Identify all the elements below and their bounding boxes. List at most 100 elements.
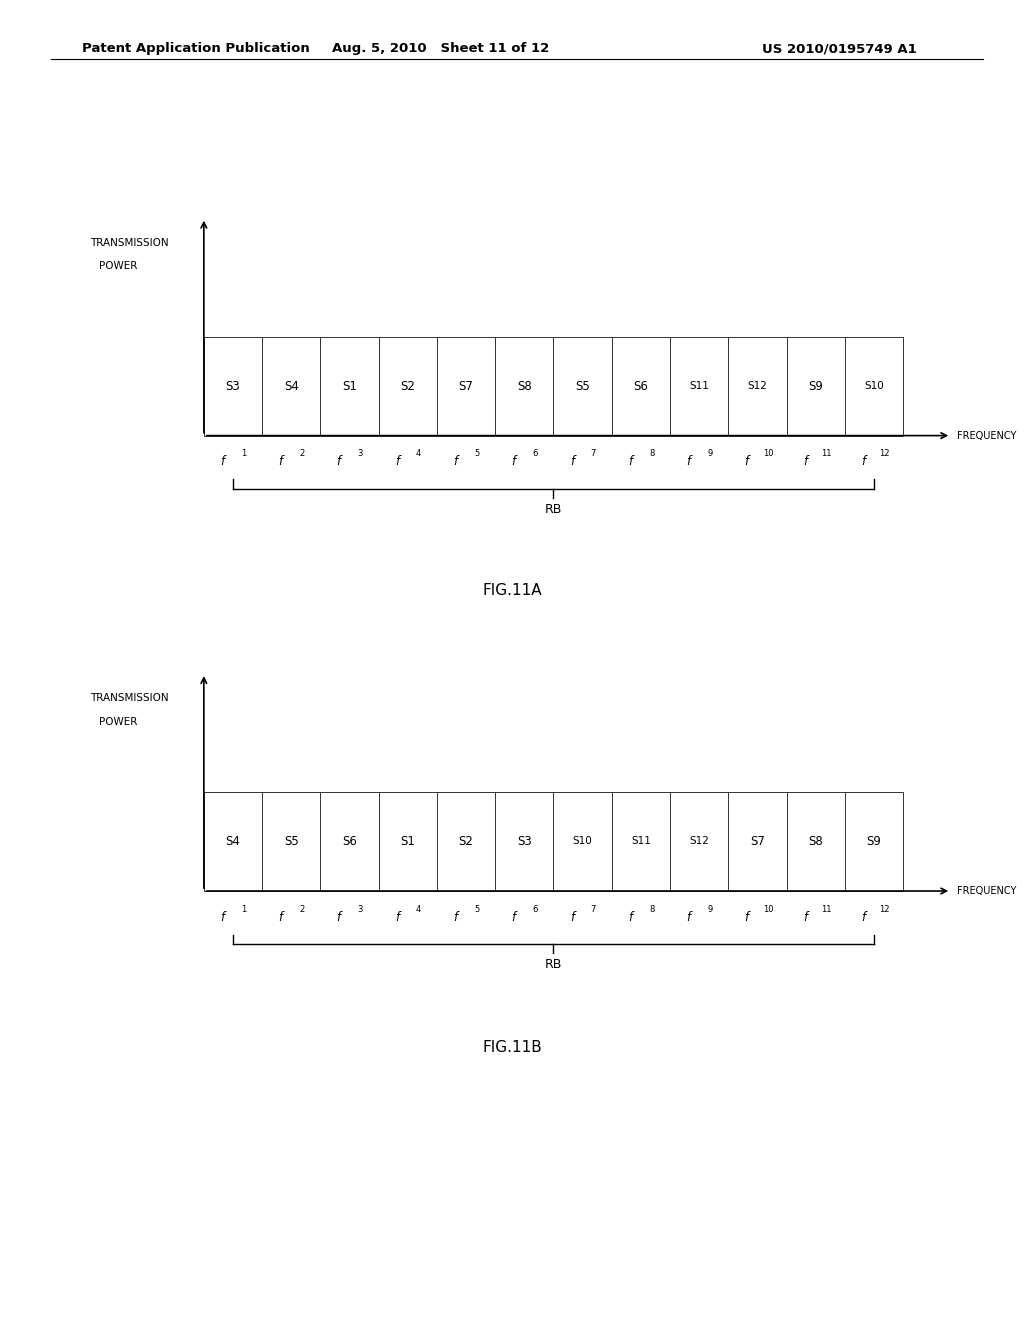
Text: POWER: POWER [98, 717, 137, 727]
Text: f: f [279, 911, 283, 924]
Text: f: f [569, 455, 573, 469]
Text: S6: S6 [342, 836, 357, 847]
Text: 9: 9 [708, 906, 713, 913]
Bar [786, 792, 845, 891]
Text: FIG.11A: FIG.11A [482, 583, 542, 598]
Bar [786, 337, 845, 436]
Text: S8: S8 [517, 380, 531, 392]
Text: Patent Application Publication: Patent Application Publication [82, 42, 309, 55]
Text: f: f [279, 455, 283, 469]
Text: 6: 6 [532, 449, 538, 458]
Text: f: f [628, 455, 632, 469]
Text: 6: 6 [532, 906, 538, 913]
Text: S3: S3 [517, 836, 531, 847]
Text: US 2010/0195749 A1: US 2010/0195749 A1 [762, 42, 918, 55]
Text: S11: S11 [631, 837, 651, 846]
Bar [728, 792, 786, 891]
Text: S4: S4 [284, 380, 299, 392]
Text: 5: 5 [474, 906, 479, 913]
Bar [845, 337, 903, 436]
Text: FREQUENCY: FREQUENCY [957, 430, 1017, 441]
Text: S1: S1 [400, 836, 416, 847]
Text: S9: S9 [808, 380, 823, 392]
Bar [321, 337, 379, 436]
Bar [379, 337, 437, 436]
Text: 2: 2 [299, 449, 305, 458]
Text: f: f [454, 911, 458, 924]
Text: S5: S5 [575, 380, 590, 392]
Text: 3: 3 [357, 449, 364, 458]
Text: S7: S7 [750, 836, 765, 847]
Bar [204, 337, 262, 436]
Text: 10: 10 [763, 906, 773, 913]
Text: S5: S5 [284, 836, 299, 847]
Text: f: f [569, 911, 573, 924]
Text: f: f [395, 455, 399, 469]
Bar [262, 792, 321, 891]
Text: S9: S9 [866, 836, 882, 847]
Text: 2: 2 [299, 906, 305, 913]
Bar [670, 792, 728, 891]
Text: f: f [337, 911, 341, 924]
Text: 4: 4 [416, 449, 421, 458]
Text: S7: S7 [459, 380, 473, 392]
Text: f: f [861, 455, 865, 469]
Text: S11: S11 [689, 381, 709, 391]
Bar [845, 792, 903, 891]
Text: RB: RB [545, 958, 562, 972]
Text: f: f [744, 911, 749, 924]
Text: 7: 7 [591, 906, 596, 913]
Bar [611, 337, 670, 436]
Bar [611, 792, 670, 891]
Bar [496, 792, 554, 891]
Text: POWER: POWER [98, 261, 137, 272]
Text: 8: 8 [649, 906, 654, 913]
Text: Aug. 5, 2010   Sheet 11 of 12: Aug. 5, 2010 Sheet 11 of 12 [332, 42, 549, 55]
Text: S4: S4 [225, 836, 241, 847]
Text: 10: 10 [763, 449, 773, 458]
Text: f: f [337, 455, 341, 469]
Text: f: f [628, 911, 632, 924]
Text: 12: 12 [880, 449, 890, 458]
Bar [321, 792, 379, 891]
Bar [554, 792, 611, 891]
Text: f: f [803, 911, 807, 924]
Bar [728, 337, 786, 436]
Text: S12: S12 [748, 381, 767, 391]
Text: 3: 3 [357, 906, 364, 913]
Text: 12: 12 [880, 906, 890, 913]
Bar [262, 337, 321, 436]
Text: f: f [686, 455, 690, 469]
Text: f: f [744, 455, 749, 469]
Text: 4: 4 [416, 906, 421, 913]
Text: TRANSMISSION: TRANSMISSION [90, 238, 168, 248]
Text: S1: S1 [342, 380, 357, 392]
Text: S12: S12 [689, 837, 709, 846]
Text: 1: 1 [242, 449, 247, 458]
Text: f: f [511, 455, 516, 469]
Text: S10: S10 [572, 837, 593, 846]
Bar [204, 792, 262, 891]
Text: f: f [220, 455, 224, 469]
Text: f: f [454, 455, 458, 469]
Text: f: f [803, 455, 807, 469]
Text: S6: S6 [634, 380, 648, 392]
Text: RB: RB [545, 503, 562, 516]
Text: 7: 7 [591, 449, 596, 458]
Bar [670, 337, 728, 436]
Text: f: f [511, 911, 516, 924]
Text: S2: S2 [459, 836, 473, 847]
Bar [437, 792, 496, 891]
Bar [496, 337, 554, 436]
Text: 11: 11 [821, 449, 831, 458]
Text: S10: S10 [864, 381, 884, 391]
Text: f: f [395, 911, 399, 924]
Text: 9: 9 [708, 449, 713, 458]
Text: 5: 5 [474, 449, 479, 458]
Text: S8: S8 [808, 836, 823, 847]
Text: f: f [861, 911, 865, 924]
Text: S2: S2 [400, 380, 416, 392]
Text: TRANSMISSION: TRANSMISSION [90, 693, 168, 704]
Text: 1: 1 [242, 906, 247, 913]
Bar [379, 792, 437, 891]
